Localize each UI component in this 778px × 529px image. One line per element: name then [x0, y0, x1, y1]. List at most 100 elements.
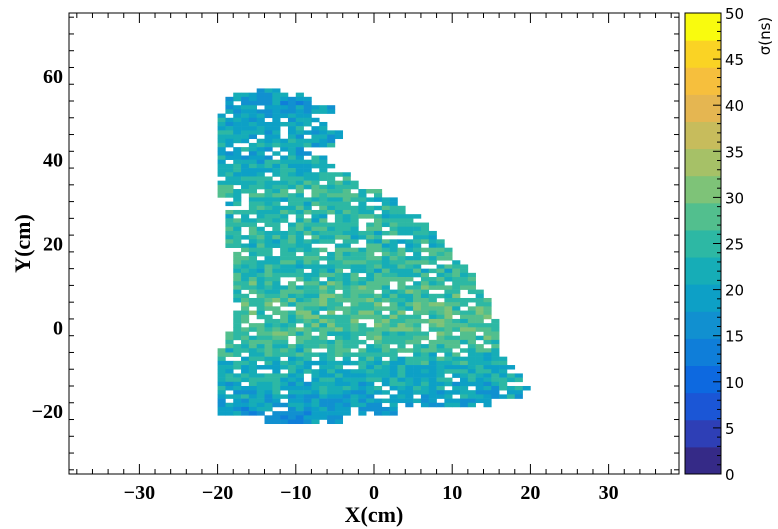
heatmap-cell: [381, 268, 390, 274]
heatmap-cell: [420, 381, 430, 387]
heatmap-cell: [475, 310, 484, 316]
heatmap-cell: [366, 398, 375, 404]
heatmap-cell: [280, 121, 289, 127]
heatmap-cell: [319, 385, 328, 391]
heatmap-cell: [374, 335, 383, 341]
heatmap-cell: [436, 323, 445, 328]
colorbar-tick-label: 45: [725, 51, 744, 69]
heatmap-cell: [217, 373, 226, 378]
heatmap-cell: [233, 297, 242, 303]
heatmap-cell: [256, 268, 265, 274]
heatmap-cell: [358, 277, 367, 282]
heatmap-cell: [319, 205, 328, 211]
heatmap-cell: [287, 377, 297, 383]
heatmap-cell: [428, 398, 437, 404]
colorbar-title: σ(ns): [756, 17, 774, 56]
heatmap-cell: [295, 394, 304, 399]
heatmap-cell: [483, 369, 492, 374]
heatmap-cell: [327, 189, 336, 194]
heatmap-cell: [444, 277, 453, 282]
heatmap-cell: [319, 214, 328, 219]
heatmap-cell: [272, 310, 281, 316]
heatmap-cell: [248, 281, 257, 286]
heatmap-cell: [491, 360, 500, 366]
heatmap-cell: [303, 360, 312, 366]
heatmap-cell: [303, 310, 312, 316]
heatmap-cell: [452, 268, 461, 274]
heatmap-cell: [342, 226, 351, 232]
heatmap-cell: [483, 394, 492, 399]
heatmap-cell: [420, 285, 430, 290]
heatmap-cell: [389, 247, 398, 253]
heatmap-cell: [280, 209, 289, 215]
heatmap-cell: [436, 369, 445, 374]
heatmap-cell: [287, 293, 297, 299]
heatmap-cell: [397, 277, 406, 282]
heatmap-cell: [366, 268, 375, 274]
heatmap-cell: [389, 209, 398, 215]
heatmap-cell: [334, 297, 344, 303]
heatmap-cell: [467, 285, 476, 290]
heatmap-cell: [272, 214, 281, 219]
heatmap-cell: [248, 239, 257, 244]
heatmap-cell: [311, 293, 320, 299]
heatmap-cell: [241, 134, 250, 140]
heatmap-cell: [436, 381, 445, 387]
heatmap-cell: [475, 373, 484, 378]
heatmap-cell: [319, 335, 328, 341]
heatmap-cell: [303, 348, 312, 353]
heatmap-cell: [225, 117, 234, 123]
heatmap-cell: [303, 209, 312, 215]
heatmap-cell: [444, 356, 453, 362]
heatmap-cell: [327, 226, 336, 232]
heatmap-cell: [491, 373, 500, 378]
heatmap-cell: [303, 205, 312, 211]
heatmap-cell: [241, 281, 250, 286]
heatmap-cell: [287, 147, 297, 152]
heatmap-cell: [256, 155, 265, 160]
heatmap-cell: [397, 356, 406, 362]
heatmap-cell: [374, 352, 383, 357]
heatmap-cell: [319, 247, 328, 253]
heatmap-cell: [319, 327, 328, 332]
heatmap-cell: [295, 235, 304, 240]
heatmap-cell: [389, 293, 398, 299]
heatmap-cell: [366, 385, 375, 391]
heatmap-cell: [264, 285, 273, 290]
heatmap-cell: [287, 176, 297, 181]
heatmap-cell: [358, 356, 367, 362]
heatmap-cell: [420, 348, 430, 353]
heatmap-cell: [342, 184, 351, 190]
heatmap-cell: [287, 373, 297, 378]
heatmap-cell: [303, 159, 312, 165]
heatmap-cell: [350, 235, 359, 240]
heatmap-cell: [225, 369, 234, 374]
heatmap-cell: [475, 365, 484, 370]
heatmap-cell: [514, 394, 523, 399]
heatmap-cell: [295, 109, 304, 114]
heatmap-cell: [241, 406, 250, 412]
heatmap-cell: [475, 344, 484, 349]
heatmap-cell: [334, 335, 344, 341]
heatmap-cell: [475, 360, 484, 366]
heatmap-cell: [287, 419, 297, 425]
heatmap-cell: [319, 218, 328, 223]
heatmap-cell: [467, 377, 476, 383]
heatmap-cell: [264, 130, 273, 135]
heatmap-cell: [366, 235, 375, 240]
heatmap-cell: [334, 222, 344, 228]
heatmap-cell: [389, 323, 398, 328]
heatmap-cell: [366, 352, 375, 357]
heatmap-cell: [436, 277, 445, 282]
heatmap-cell: [295, 268, 304, 274]
heatmap-cell: [319, 197, 328, 202]
heatmap-cell: [389, 214, 398, 219]
heatmap-cell: [233, 285, 242, 290]
heatmap-cell: [405, 289, 414, 295]
heatmap-cell: [225, 201, 234, 207]
heatmap-cell: [311, 327, 320, 332]
heatmap-cells: [217, 88, 531, 425]
heatmap-cell: [374, 339, 383, 345]
heatmap-cell: [342, 352, 351, 357]
